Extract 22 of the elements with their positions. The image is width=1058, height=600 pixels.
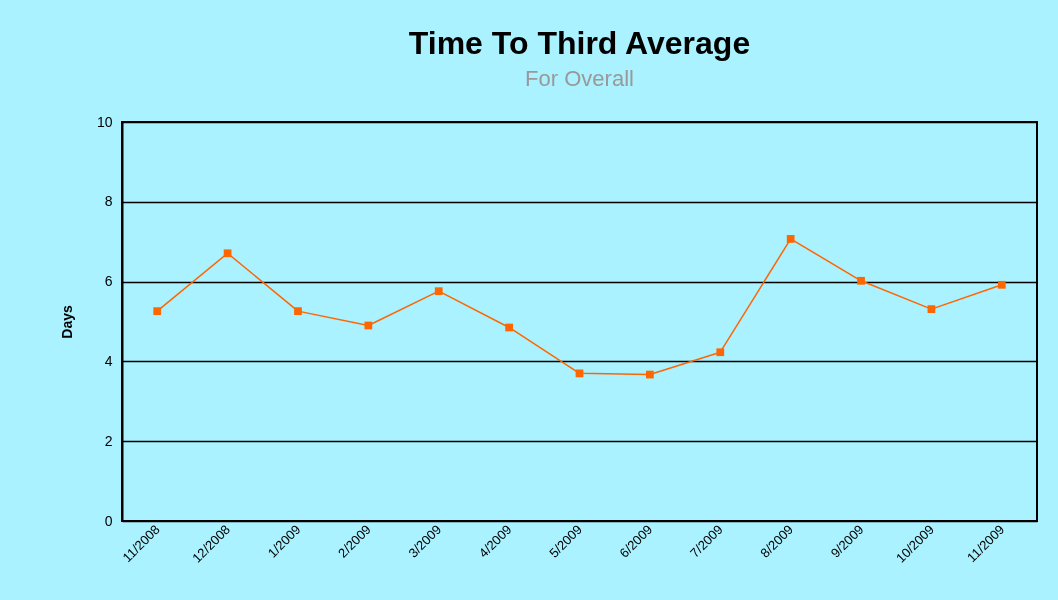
y-tick-label: 4 xyxy=(104,352,113,369)
chart-title: Time To Third Average xyxy=(408,25,751,61)
point xyxy=(153,307,162,315)
y-tick-label: 2 xyxy=(104,432,113,449)
point xyxy=(294,307,302,315)
point xyxy=(786,235,795,243)
y-tick-label: 0 xyxy=(104,512,113,529)
point xyxy=(223,249,232,258)
point xyxy=(364,321,373,330)
y-tick-label: 6 xyxy=(104,273,113,290)
point xyxy=(575,369,584,378)
y-tick-label: 8 xyxy=(104,193,113,210)
point xyxy=(857,276,865,285)
point xyxy=(997,280,1006,289)
y-axis-title: Days xyxy=(58,305,75,339)
point xyxy=(646,370,654,379)
point xyxy=(927,305,936,313)
point xyxy=(716,348,725,357)
chart-subtitle: For Overall xyxy=(525,66,634,91)
y-tick-label: 10 xyxy=(96,113,113,130)
point xyxy=(505,323,513,332)
point xyxy=(434,287,443,296)
